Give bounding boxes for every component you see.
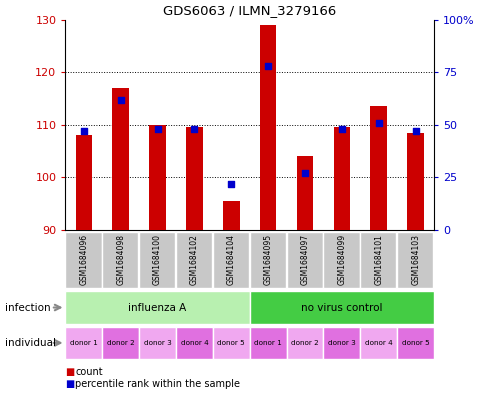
Bar xyxy=(286,327,323,359)
Text: donor 2: donor 2 xyxy=(106,340,135,346)
Point xyxy=(117,96,124,103)
Text: individual: individual xyxy=(5,338,56,348)
Text: donor 4: donor 4 xyxy=(364,340,392,346)
Bar xyxy=(223,201,239,230)
Point xyxy=(227,180,235,187)
Point xyxy=(80,128,88,134)
Bar xyxy=(296,156,313,230)
Bar xyxy=(102,232,138,288)
Bar xyxy=(259,25,276,230)
Bar xyxy=(323,232,359,288)
Text: no virus control: no virus control xyxy=(301,303,382,312)
Bar xyxy=(323,327,360,359)
Bar xyxy=(249,232,285,288)
Bar xyxy=(112,88,129,230)
Bar xyxy=(360,232,395,288)
Text: GSM1684102: GSM1684102 xyxy=(190,234,198,285)
Bar xyxy=(396,327,433,359)
Text: donor 4: donor 4 xyxy=(180,340,208,346)
Text: donor 5: donor 5 xyxy=(217,340,245,346)
Bar xyxy=(65,292,249,323)
Text: GSM1684101: GSM1684101 xyxy=(374,234,382,285)
Text: GSM1684098: GSM1684098 xyxy=(116,234,125,285)
Bar xyxy=(186,127,202,230)
Bar xyxy=(407,133,423,230)
Text: ■: ■ xyxy=(65,379,75,389)
Title: GDS6063 / ILMN_3279166: GDS6063 / ILMN_3279166 xyxy=(163,4,336,17)
Bar xyxy=(65,327,102,359)
Text: GSM1684103: GSM1684103 xyxy=(410,234,419,285)
Text: donor 2: donor 2 xyxy=(290,340,318,346)
Text: GSM1684104: GSM1684104 xyxy=(227,234,235,285)
Bar xyxy=(360,327,396,359)
Text: influenza A: influenza A xyxy=(128,303,186,312)
Point xyxy=(337,126,345,132)
Text: donor 1: donor 1 xyxy=(70,340,98,346)
Point xyxy=(264,63,272,69)
Bar xyxy=(212,232,248,288)
Text: count: count xyxy=(75,367,103,377)
Point xyxy=(153,126,161,132)
Bar xyxy=(176,327,212,359)
Text: GSM1684099: GSM1684099 xyxy=(337,234,346,285)
Bar xyxy=(102,327,139,359)
Point xyxy=(411,128,419,134)
Point xyxy=(301,170,308,176)
Bar xyxy=(65,232,101,288)
Bar xyxy=(286,232,322,288)
Bar xyxy=(249,327,286,359)
Text: GSM1684097: GSM1684097 xyxy=(300,234,309,285)
Text: GSM1684100: GSM1684100 xyxy=(153,234,162,285)
Text: percentile rank within the sample: percentile rank within the sample xyxy=(75,379,240,389)
Point xyxy=(190,126,198,132)
Bar xyxy=(139,327,176,359)
Bar xyxy=(149,125,166,230)
Bar xyxy=(139,232,175,288)
Text: donor 1: donor 1 xyxy=(254,340,282,346)
Bar xyxy=(333,127,349,230)
Bar xyxy=(396,232,432,288)
Text: donor 3: donor 3 xyxy=(143,340,171,346)
Text: infection: infection xyxy=(5,303,50,312)
Bar xyxy=(76,135,92,230)
Text: donor 5: donor 5 xyxy=(401,340,429,346)
Bar xyxy=(176,232,212,288)
Bar xyxy=(249,292,433,323)
Text: donor 3: donor 3 xyxy=(327,340,355,346)
Text: ■: ■ xyxy=(65,367,75,377)
Text: GSM1684095: GSM1684095 xyxy=(263,234,272,285)
Text: GSM1684096: GSM1684096 xyxy=(79,234,88,285)
Bar xyxy=(370,107,386,230)
Bar xyxy=(212,327,249,359)
Point xyxy=(374,119,382,126)
